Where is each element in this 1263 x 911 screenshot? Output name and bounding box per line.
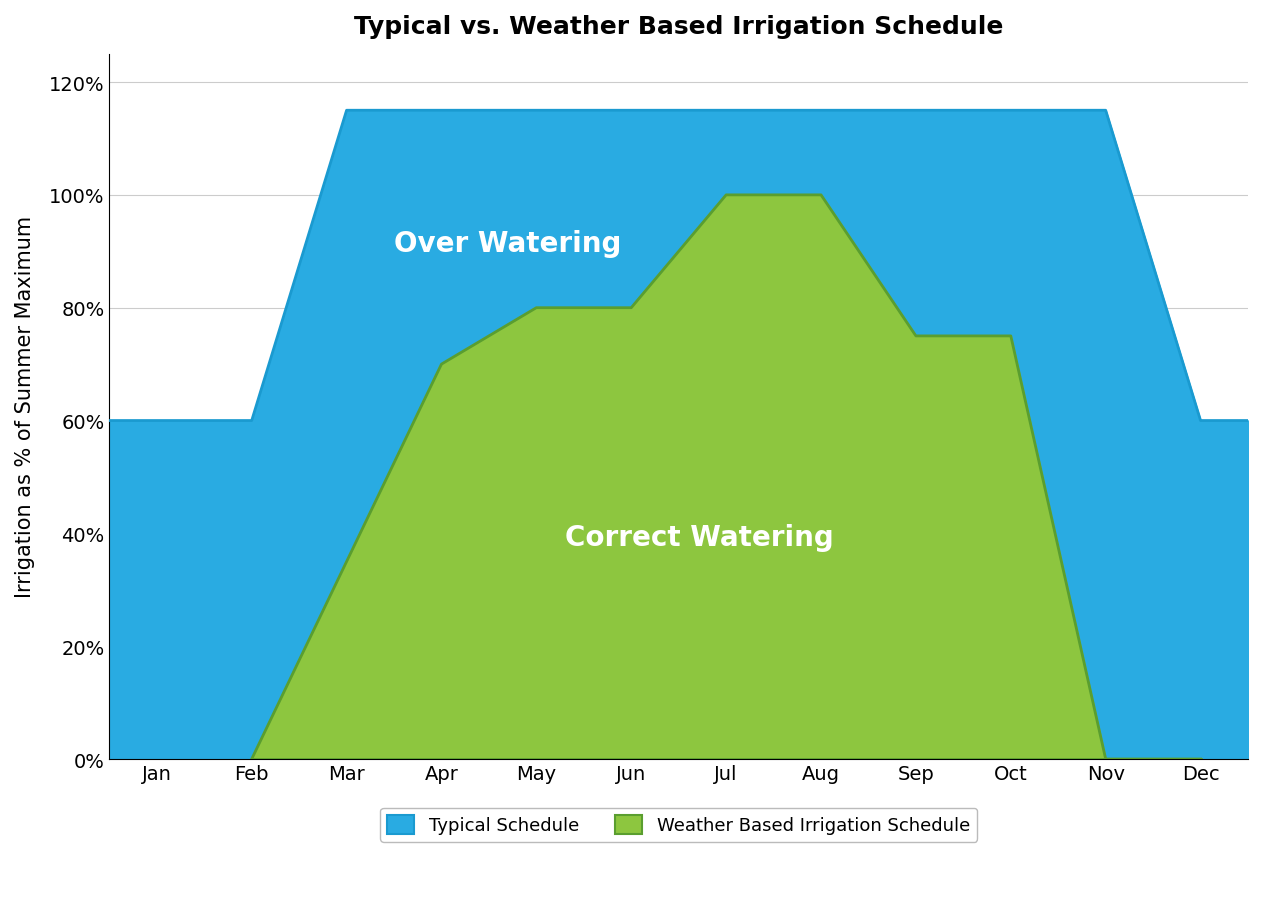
Text: Over Watering: Over Watering [394, 230, 621, 258]
Legend: Typical Schedule, Weather Based Irrigation Schedule: Typical Schedule, Weather Based Irrigati… [380, 808, 978, 842]
Y-axis label: Irrigation as % of Summer Maximum: Irrigation as % of Summer Maximum [15, 216, 35, 598]
Text: Correct Watering: Correct Watering [565, 523, 834, 551]
Title: Typical vs. Weather Based Irrigation Schedule: Typical vs. Weather Based Irrigation Sch… [354, 15, 1003, 39]
